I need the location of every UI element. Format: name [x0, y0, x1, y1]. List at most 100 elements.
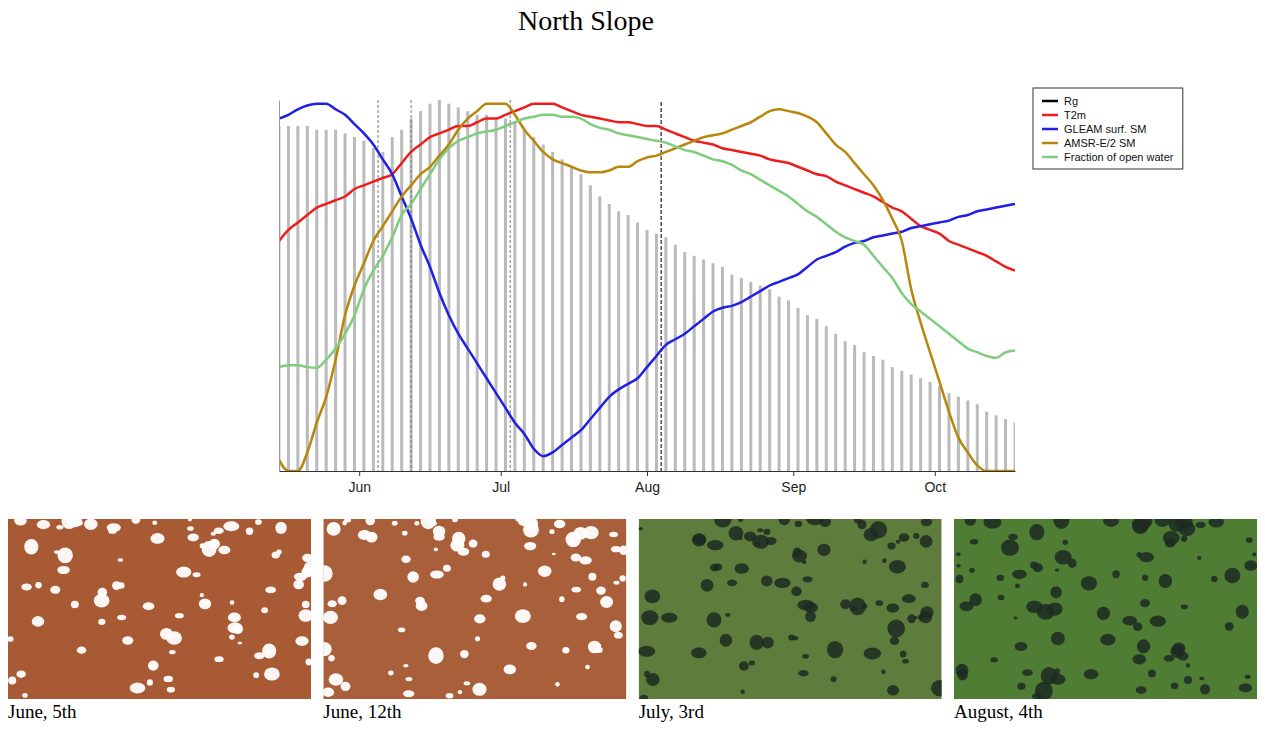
image-texture [294, 573, 307, 581]
bar [853, 345, 856, 471]
bar [768, 289, 771, 471]
image-texture [167, 687, 175, 693]
legend: RgT2mGLEAM surf. SMAMSR-E/2 SMFraction o… [1033, 88, 1183, 169]
y-axis [279, 101, 280, 472]
bar [325, 130, 328, 471]
image-texture [452, 519, 458, 522]
image-texture [1051, 632, 1065, 645]
image-texture [576, 613, 587, 620]
bar [938, 386, 941, 471]
bar [646, 230, 649, 471]
bar [929, 382, 932, 471]
image-texture [639, 695, 648, 699]
image-texture [692, 533, 706, 546]
image-texture [740, 689, 745, 694]
image-texture [1246, 537, 1253, 543]
image-texture [596, 647, 603, 653]
image-texture [1022, 669, 1033, 676]
date-line [411, 100, 412, 471]
x-tick-mark [501, 471, 502, 476]
image-texture [218, 546, 230, 555]
image-texture [1053, 519, 1069, 529]
image-texture [707, 540, 724, 550]
bar [542, 145, 545, 471]
image-texture [729, 526, 744, 541]
image-texture [374, 589, 388, 600]
image-texture [1015, 642, 1028, 651]
image-texture [984, 519, 1002, 529]
image-texture [344, 519, 351, 522]
image-texture [401, 555, 410, 563]
bar [561, 159, 564, 471]
bar [655, 234, 658, 471]
image-background [639, 519, 942, 699]
image-texture [1084, 669, 1099, 679]
image-texture [1150, 616, 1166, 627]
image-texture [35, 582, 41, 588]
image-texture [328, 655, 334, 661]
image-texture [1159, 574, 1173, 588]
image-texture [1137, 552, 1142, 558]
image-texture [761, 575, 773, 586]
image-texture [1081, 576, 1097, 590]
image-texture [887, 543, 895, 550]
image-texture [1133, 654, 1147, 664]
image-texture [864, 528, 879, 541]
image-texture [188, 533, 199, 541]
image-texture [795, 521, 803, 527]
bar [664, 237, 667, 471]
image-texture [304, 562, 311, 576]
image-texture [797, 600, 814, 611]
x-tick: Oct [924, 471, 946, 495]
image-texture [117, 615, 126, 620]
image-texture [969, 568, 974, 573]
image-texture [164, 676, 174, 682]
image-texture [193, 572, 201, 577]
image-texture [1001, 540, 1019, 556]
image-texture [108, 528, 117, 534]
image-texture [806, 519, 824, 525]
bar [900, 371, 903, 471]
bar [608, 204, 611, 471]
image-texture [886, 603, 899, 612]
image-texture [295, 636, 308, 646]
image-texture [727, 579, 737, 586]
image-texture [188, 519, 192, 522]
bar [495, 119, 498, 471]
image-texture [552, 553, 556, 556]
image-texture [71, 601, 79, 608]
image-texture [84, 519, 98, 530]
image-texture [143, 602, 155, 610]
image-texture [738, 536, 742, 540]
image-texture [122, 636, 133, 644]
image-texture [131, 519, 140, 524]
image-texture [1236, 605, 1249, 619]
image-texture [1015, 584, 1020, 589]
image-texture [965, 519, 976, 526]
image-texture [596, 643, 601, 647]
image-texture [261, 607, 268, 613]
image-texture [900, 650, 907, 657]
image-texture [482, 551, 490, 558]
image-texture [118, 582, 125, 588]
image-texture [1200, 684, 1210, 694]
image-texture [1017, 683, 1025, 690]
image-texture [130, 683, 146, 694]
image-texture [526, 642, 536, 650]
image-texture [793, 548, 802, 557]
bar [532, 137, 535, 471]
image-texture [990, 657, 998, 662]
image-texture [1012, 570, 1027, 579]
image-texture [1132, 519, 1149, 534]
image-texture [150, 533, 164, 544]
image-texture [94, 594, 110, 608]
image-texture [613, 581, 619, 585]
image-texture [738, 519, 743, 522]
date-lines [378, 100, 661, 471]
image-texture [840, 599, 851, 609]
image-texture [714, 519, 731, 527]
bar [381, 152, 384, 471]
bar [806, 315, 809, 471]
image-texture [98, 619, 105, 625]
bar [334, 130, 337, 471]
